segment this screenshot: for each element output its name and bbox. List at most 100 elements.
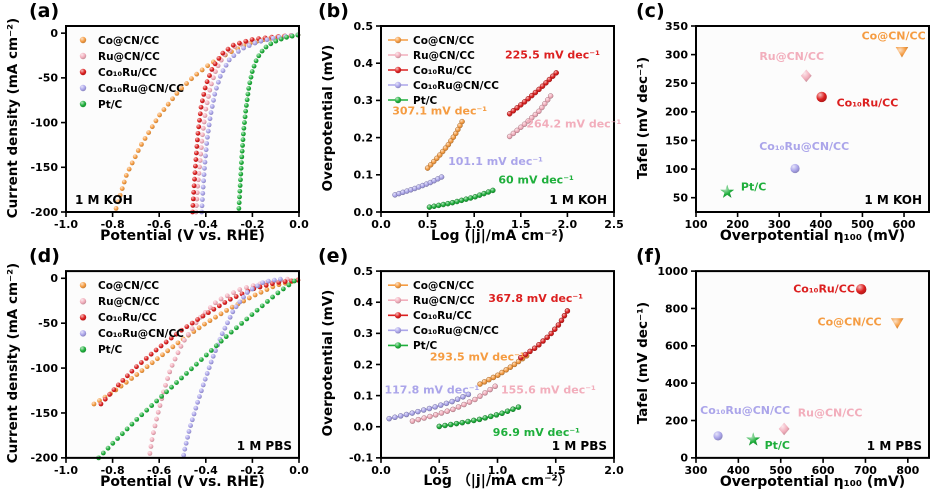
plot-frame — [695, 270, 930, 459]
x-tick-label: 2.0 — [558, 218, 578, 231]
x-tick-label: 2.5 — [604, 218, 624, 231]
y-tick-label: 0.3 — [354, 327, 373, 340]
x-tick-label: -1.0 — [54, 218, 78, 231]
legend-item: Co₁₀Ru@CN/CC — [79, 328, 184, 340]
legend-item: Co₁₀Ru@CN/CC — [79, 83, 184, 95]
legend-label: Co₁₀Ru@CN/CC — [413, 325, 499, 337]
x-tick-label: -1.0 — [54, 464, 78, 477]
y-tick-label: -50 — [38, 317, 58, 330]
series-Co₁₀Ru@CN/CC — [713, 431, 723, 441]
legend-label: Co₁₀Ru/CC — [98, 67, 157, 79]
x-tick-label: 1.0 — [464, 218, 484, 231]
plot-frame — [695, 25, 930, 213]
x-tick-label: -0.2 — [240, 464, 264, 477]
legend: Co@CN/CC Ru@CN/CC Co₁₀Ru/CC Co₁₀Ru@CN/CC Pt/… — [388, 280, 499, 352]
x-tick-label: 1.0 — [488, 464, 508, 477]
series-Pt/C — [720, 184, 735, 198]
y-tick-label: 0.4 — [354, 296, 374, 309]
legend: Co@CN/CC Ru@CN/CC Co₁₀Ru/CC Co₁₀Ru@CN/CC Pt/… — [388, 35, 499, 107]
annotation: Co₁₀Ru@CN/CC — [700, 404, 790, 417]
legend-item: Pt/C — [388, 340, 438, 352]
panel-letter-c: (c) — [636, 0, 665, 22]
x-tick-label: 600 — [893, 218, 916, 231]
x-tick-label: 800 — [896, 464, 919, 477]
legend-item: Ru@CN/CC — [79, 51, 160, 63]
axes: 300 400 500 600 700 800 0 200 400 600 800 1000 — [657, 265, 919, 477]
y-axis-title: Current density (mA cm⁻²) — [5, 262, 21, 464]
y-tick-label: 300 — [665, 48, 688, 61]
plot-area-a: -1.0 -0.8 -0.6 -0.4 -0.2 0.0 0 -50 -100 -150 -200 C… — [30, 25, 309, 231]
series-Co₁₀Ru/CC — [506, 70, 559, 117]
annotation: Co₁₀Ru/CC — [793, 283, 855, 296]
legend-label: Co₁₀Ru@CN/CC — [98, 328, 184, 340]
y-tick-label: 800 — [665, 302, 688, 315]
x-tick-label: 100 — [685, 218, 708, 231]
y-tick-label: 0.2 — [354, 358, 373, 371]
y-tick-label: 0.4 — [354, 57, 374, 70]
electrolyte-badge: 1 M KOH — [864, 193, 922, 207]
legend-label: Co₁₀Ru/CC — [413, 310, 472, 322]
y-tick-label: 400 — [665, 377, 688, 390]
y-tick-label: 0.0 — [354, 421, 374, 434]
legend-item: Co@CN/CC — [388, 35, 474, 47]
series-Co₁₀Ru@CN/CC — [392, 174, 445, 198]
annotation: 117.8 mV dec⁻¹ — [385, 384, 480, 397]
series-Pt/C — [236, 32, 301, 211]
y-tick-label: 0 — [50, 272, 58, 285]
y-tick-label: 600 — [665, 340, 688, 353]
x-tick-label: 1.5 — [511, 218, 531, 231]
electrolyte-badge: 1 M KOH — [549, 193, 607, 207]
y-tick-label: 50 — [673, 191, 689, 204]
electrolyte-badge: 1 M PBS — [552, 439, 607, 453]
legend-label: Pt/C — [98, 344, 123, 356]
legend: Co@CN/CC Ru@CN/CC Co₁₀Ru/CC Co₁₀Ru@CN/CC Pt/… — [79, 280, 184, 356]
legend-label: Pt/C — [98, 99, 123, 111]
x-axis-title: Potential (V vs. RHE) — [100, 228, 265, 244]
y-tick-label: 100 — [665, 163, 688, 176]
x-tick-label: -0.4 — [194, 218, 218, 231]
annotation: 307.1 mV dec⁻¹ — [392, 105, 487, 118]
legend-item: Co₁₀Ru@CN/CC — [388, 80, 499, 92]
plot-background — [381, 271, 614, 458]
legend-label: Ru@CN/CC — [413, 50, 475, 62]
x-tick-label: 500 — [851, 218, 874, 231]
legend-item: Co₁₀Ru/CC — [79, 67, 157, 79]
series-Co₁₀Ru@CN/CC — [790, 163, 800, 174]
annotation: 60 mV dec⁻¹ — [498, 173, 574, 186]
series-Co₁₀Ru/CC — [518, 308, 571, 361]
x-tick-label: 700 — [854, 464, 877, 477]
y-tick-label: -200 — [30, 452, 58, 465]
plot-background — [696, 271, 929, 458]
y-tick-label: 0.1 — [354, 169, 374, 182]
plot-frame — [380, 270, 615, 459]
y-tick-label: -50 — [38, 72, 58, 85]
series-Co₁₀Ru@CN/CC — [181, 276, 283, 458]
x-tick-label: 0.0 — [371, 464, 391, 477]
panel-letter-b: (b) — [318, 0, 349, 22]
annotation: Ru@CN/CC — [759, 50, 824, 63]
y-tick-label: 0.3 — [354, 94, 374, 107]
x-tick-label: -0.6 — [147, 218, 171, 231]
x-tick-label: 300 — [685, 464, 708, 477]
x-tick-label: 1.5 — [546, 464, 565, 477]
y-tick-label: 150 — [665, 134, 688, 147]
legend-item: Co₁₀Ru/CC — [388, 310, 472, 322]
legend-item: Co₁₀Ru@CN/CC — [388, 325, 499, 337]
panel-c: (c) Tafel (mV dec⁻¹) 100 200 300 400 500 600 5… — [630, 0, 945, 245]
annotation: Pt/C — [741, 180, 766, 193]
series-Co₁₀Ru@CN/CC — [386, 391, 472, 422]
series-Co@CN/CC — [424, 118, 465, 171]
electrolyte-badge: 1 M PBS — [867, 439, 922, 453]
x-axis-title: Log （|j|/mA cm⁻²） — [423, 473, 572, 489]
legend-label: Ru@CN/CC — [98, 296, 160, 308]
y-axis-title: Overpotential (mV) — [320, 289, 336, 437]
x-tick-label: 300 — [768, 218, 791, 231]
y-tick-label: 350 — [665, 20, 688, 33]
y-tick-label: 0 — [50, 27, 58, 40]
plot-background — [696, 26, 929, 212]
annotation: Co₁₀Ru/CC — [837, 97, 899, 110]
x-tick-label: 400 — [809, 218, 832, 231]
y-axis-title: Overpotential (mV) — [320, 44, 336, 192]
y-tick-label: -100 — [30, 116, 58, 129]
